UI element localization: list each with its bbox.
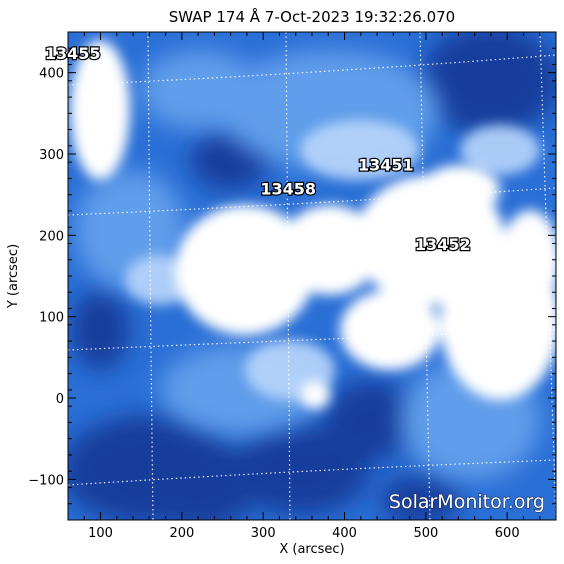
- active-region-labels: 13455 13458 13451 13452: [44, 43, 472, 256]
- y-tick-label: −100: [28, 473, 64, 488]
- x-tick-label: 300: [251, 526, 276, 541]
- y-axis: −100 0 100 200 300 400: [28, 31, 556, 521]
- y-axis-label: Y (arcsec): [6, 244, 21, 309]
- y-tick-label: 200: [39, 229, 64, 244]
- active-region-label: 13455: [45, 44, 101, 63]
- y-tick-label: 400: [39, 67, 64, 82]
- euv-image: [68, 32, 556, 520]
- x-tick-label: 600: [495, 526, 520, 541]
- solarmonitor-watermark: SolarMonitor.org: [389, 491, 545, 513]
- active-region-label: 13458: [260, 180, 316, 199]
- x-axis: 100 200 300 400 500 600: [67, 32, 557, 541]
- x-tick-label: 100: [88, 526, 113, 541]
- y-tick-label: 0: [56, 392, 64, 407]
- x-tick-label: 200: [169, 526, 194, 541]
- coordinate-grid: [68, 32, 556, 520]
- y-tick-label: 100: [39, 311, 64, 326]
- x-axis-label: X (arcsec): [279, 542, 344, 557]
- active-region-label: 13452: [415, 235, 471, 254]
- active-region-label: 13451: [358, 155, 414, 174]
- x-tick-label: 500: [413, 526, 438, 541]
- y-tick-label: 300: [39, 148, 64, 163]
- figure-title: SWAP 174 Å 7-Oct-2023 19:32:26.070: [169, 7, 455, 26]
- x-tick-label: 400: [332, 526, 357, 541]
